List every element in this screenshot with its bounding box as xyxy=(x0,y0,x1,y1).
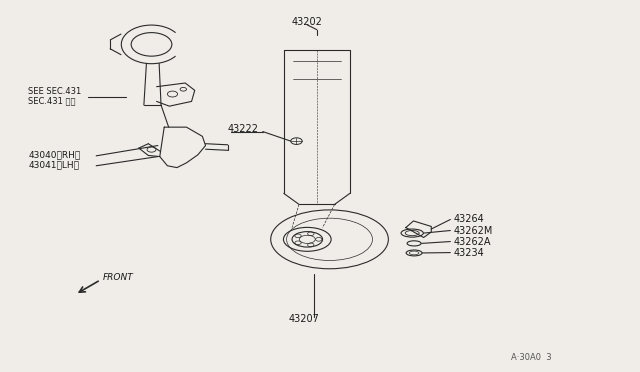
Text: 43207: 43207 xyxy=(288,314,319,324)
Text: SEC.431 参照: SEC.431 参照 xyxy=(28,96,75,105)
Text: SEE SEC.431: SEE SEC.431 xyxy=(28,87,81,96)
Text: 43202: 43202 xyxy=(291,17,323,27)
Text: 43040〈RH〉: 43040〈RH〉 xyxy=(29,150,81,159)
Text: 43264: 43264 xyxy=(454,215,484,224)
Text: 43262A: 43262A xyxy=(454,237,491,247)
Text: A·30A0  3: A·30A0 3 xyxy=(511,353,552,362)
Text: 43234: 43234 xyxy=(454,248,484,257)
Text: 43041〈LH〉: 43041〈LH〉 xyxy=(29,160,80,169)
Text: 43222: 43222 xyxy=(228,124,259,134)
Text: 43262M: 43262M xyxy=(454,225,493,235)
Text: FRONT: FRONT xyxy=(102,273,133,282)
